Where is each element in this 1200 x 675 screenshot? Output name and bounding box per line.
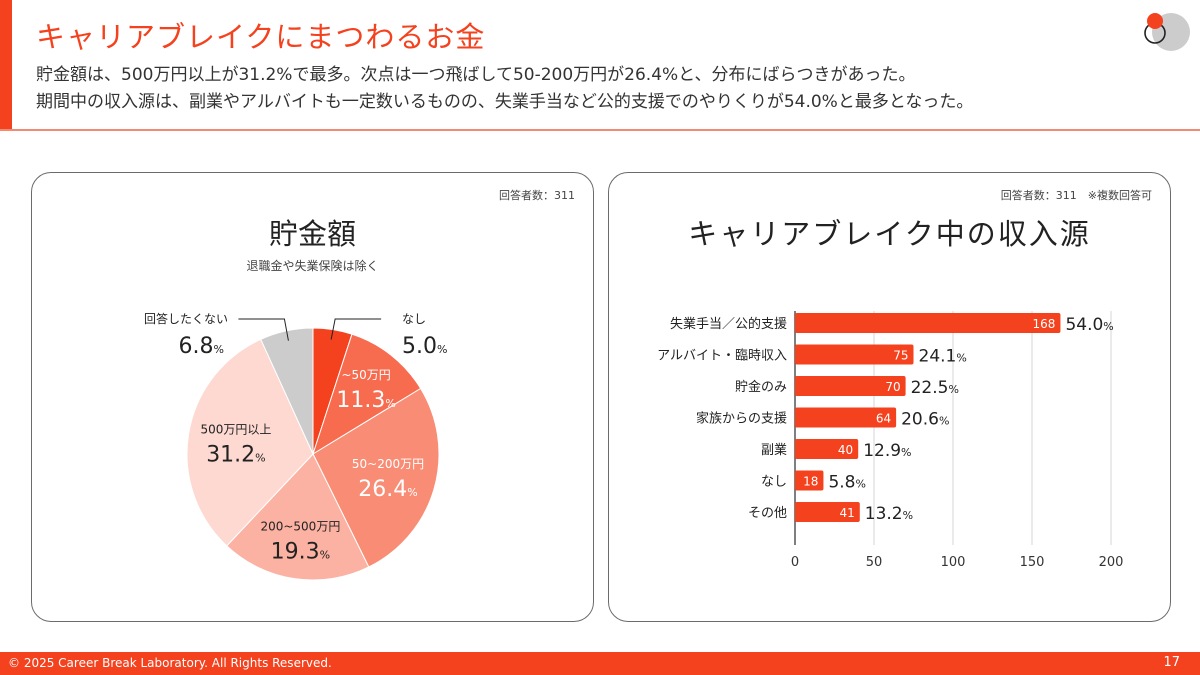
percent-unit: % [437,343,447,356]
percent-unit: % [255,451,265,464]
percent-unit: % [939,415,949,428]
bar [795,376,906,396]
x-tick-label: 50 [866,555,883,570]
category-label: 失業手当／公的支援 [670,316,787,332]
percent-unit: % [320,549,330,562]
leader-line [238,318,289,341]
bar [795,470,824,491]
savings-card: 回答者数：311 貯金額 退職金や失業保険は除く ~50万円 11.3% 50~20… [31,172,594,622]
bar [795,313,1061,333]
percent-unit: % [1103,320,1113,333]
leader-line [330,318,382,340]
bar-percent-label: 54.0% [1065,315,1113,335]
x-tick-label: 100 [941,555,966,570]
chart-subtitle: 退職金や失業保険は除く [246,259,379,273]
slice-value-label: 26.4% [358,477,417,502]
bar-percent-label: 20.6% [901,410,949,430]
percent-unit: % [956,352,966,365]
page-title: キャリアブレイクにまつわるお金 [36,20,486,54]
header-accent-bar [0,0,12,131]
category-label: アルバイト・臨時収入 [657,349,787,364]
pie-slice [226,453,370,581]
bar-percent-label: 5.8% [828,473,866,493]
bar-percent-label: 12.9% [863,441,911,461]
bar [795,407,897,428]
percent-unit: % [948,383,958,396]
category-label: なし [761,475,787,490]
percent-unit: % [407,486,417,499]
bar-percent-label: 24.1% [919,347,967,367]
respondent-count: 回答者数：311 ※複数回答可 [1000,189,1152,202]
slice-category-label: なし [402,312,426,326]
bar [795,344,914,365]
career-break-logo-icon [1144,13,1190,51]
header-divider [0,129,1200,131]
income-bar-chart: 0 50 100 150 200 失業手当／公的支援 168 54.0% アルバイト・臨時収入 7… [657,311,1124,570]
percent-unit: % [901,446,911,459]
bar-count-label: 75 [893,349,908,363]
footer: © 2025 Career Break Laboratory. All Righ… [0,652,1200,675]
slice-category-label: 50~200万円 [352,457,424,471]
slice-category-label: 500万円以上 [200,422,271,436]
savings-pie-chart: ~50万円11.3%50~200万円26.4%200~500万円19.3%500… [144,311,447,581]
income-source-card: 回答者数：311 ※複数回答可 キャリアブレイク中の収入源 0 50 100 150 2… [608,172,1171,622]
copyright: © 2025 Career Break Laboratory. All Righ… [8,656,332,670]
category-label: 貯金のみ [735,379,787,395]
bar [795,502,860,522]
summary-line: 貯金額は、500万円以上が31.2%で最多。次点は一つ飛ばして50-200万円が… [36,65,916,85]
slice-category-label: ~50万円 [341,368,390,382]
chart-title: キャリアブレイク中の収入源 [688,217,1091,251]
chart-title: 貯金額 [268,217,356,251]
slice-value-label: 6.8% [179,334,224,359]
bar-percent-label: 13.2% [865,504,913,524]
category-label: 副業 [761,442,787,458]
percent-unit: % [855,478,865,491]
percent-unit: % [385,397,395,410]
bar-count-label: 18 [803,475,818,489]
slice-category-label: 回答したくない [144,311,228,326]
x-tick-label: 200 [1099,555,1124,570]
bar [795,439,859,459]
summary-text: 貯金額は、500万円以上が31.2%で最多。次点は一つ飛ばして50-200万円が… [36,62,973,116]
percent-unit: % [903,509,913,522]
x-tick-label: 150 [1020,555,1045,570]
summary-line: 期間中の収入源は、副業やアルバイトも一定数いるものの、失業手当など公的支援でのや… [36,92,974,112]
x-tick-label: 0 [791,555,799,570]
category-label: 家族からの支援 [696,411,787,427]
slice-value-label: 5.0% [402,334,447,359]
pie-slice [186,338,314,547]
slice-category-label: 200~500万円 [260,520,340,534]
page-number: 17 [1163,655,1180,670]
category-label: その他 [748,506,787,521]
pie-slice [312,387,440,568]
bar-count-label: 168 [1033,317,1056,331]
respondent-count: 回答者数：311 [499,189,575,202]
bar-count-label: 64 [876,412,891,426]
bar-count-label: 40 [838,443,853,457]
pie-slice [312,333,422,456]
bar-count-label: 70 [885,380,900,394]
percent-unit: % [214,343,224,356]
bar-percent-label: 22.5% [911,378,959,398]
bar-count-label: 41 [839,506,854,520]
